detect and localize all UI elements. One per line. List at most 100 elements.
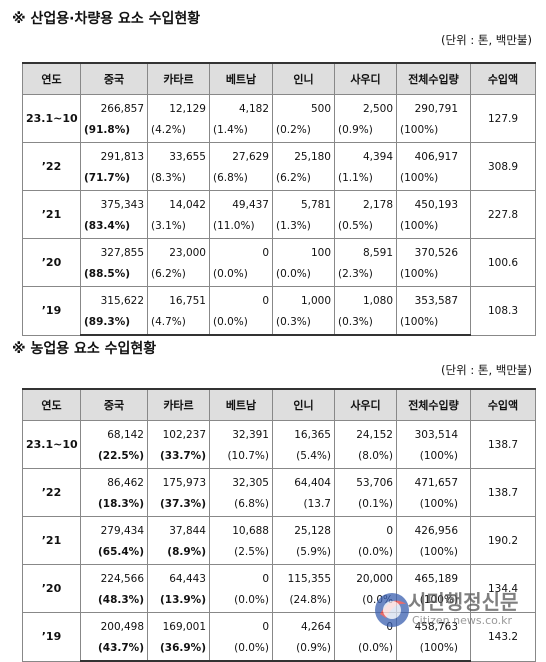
volume-cell: 370,526 [396,238,471,263]
watermark: 시민행정신문 Citizen news.co.kr [372,582,542,638]
share-cell: (36.9%) [147,637,210,662]
volume-cell: 2,178 [334,190,397,215]
volume-cell: 102,237 [147,420,210,445]
volume-cell: 465,189 [396,564,471,589]
volume-cell: 0 [209,564,273,589]
header-cell: 수입액 [470,388,536,421]
volume-cell: 23,000 [147,238,210,263]
volume-cell: 1,000 [272,286,335,311]
share-cell: (13.9%) [147,589,210,613]
volume-cell: 0 [209,286,273,311]
year-cell: 23.1~10 [22,94,81,143]
amount-cell: 100.6 [470,238,536,287]
share-cell: (0.0%) [334,541,397,565]
share-cell: (0.1%) [334,493,397,517]
volume-cell: 64,404 [272,468,335,493]
volume-cell: 14,042 [147,190,210,215]
share-cell: (0.3%) [334,311,397,336]
year-cell: ’19 [22,286,81,336]
share-cell: (24.8%) [272,589,335,613]
year-cell: ’19 [22,612,81,662]
share-cell: (0.0%) [209,637,273,662]
header-cell: 사우디 [334,388,397,421]
share-cell: (5.9%) [272,541,335,565]
volume-cell: 0 [209,612,273,637]
volume-cell: 2,500 [334,94,397,119]
share-cell: (37.3%) [147,493,210,517]
volume-cell: 64,443 [147,564,210,589]
share-cell: (100%) [396,311,471,336]
share-cell: (100%) [396,263,471,287]
share-cell: (71.7%) [80,167,148,191]
share-row: (88.5%) (6.2%) (0.0%) (0.0%) (2.3%) (100%) [23,263,536,287]
share-cell: (100%) [396,589,471,613]
share-cell: (83.4%) [80,215,148,239]
share-cell: (1.4%) [209,119,273,143]
header-cell: 전체수입량 [396,388,471,421]
volume-cell: 24,152 [334,420,397,445]
share-cell: (22.5%) [80,445,148,469]
volume-cell: 200,498 [80,612,148,637]
volume-cell: 353,587 [396,286,471,311]
share-row: (65.4%) (8.9%) (2.5%) (5.9%) (0.0%) (100%) [23,541,536,565]
volume-cell: 33,655 [147,142,210,167]
value-row: ’22 291,813 33,655 27,629 25,180 4,394 406,917… [22,142,536,191]
value-row: 23.1~10 68,142 102,237 32,391 16,365 24,152 30… [22,420,536,469]
amount-cell: 127.9 [470,94,536,143]
share-cell: (6.2%) [272,167,335,191]
section-title: ※ 농업용 요소 수입현황 [12,341,157,357]
share-cell: (0.0%) [334,637,397,662]
watermark-logo [375,593,409,627]
volume-cell: 4,182 [209,94,273,119]
amount-cell: 138.7 [470,420,536,469]
volume-cell: 315,622 [80,286,148,311]
share-cell: (8.3%) [147,167,210,191]
volume-cell: 16,365 [272,420,335,445]
share-cell: (100%) [396,119,471,143]
volume-cell: 224,566 [80,564,148,589]
year-cell: ’21 [22,190,81,239]
value-row: ’21 279,434 37,844 10,688 25,128 0 426,956 190.… [22,516,536,565]
volume-cell: 327,855 [80,238,148,263]
volume-cell: 25,180 [272,142,335,167]
value-row: ’21 375,343 14,042 49,437 5,781 2,178 450,193 2… [22,190,536,239]
share-cell: (2.3%) [334,263,397,287]
header-cell: 중국 [80,62,148,95]
volume-cell: 10,688 [209,516,273,541]
share-cell: (0.3%) [272,311,335,336]
share-cell: (100%) [396,637,471,662]
volume-cell: 471,657 [396,468,471,493]
header-row: 연도 중국 카타르 베트남 인니 사우디 전체수입량 수입액 [22,62,536,95]
share-cell: (0.0%) [209,589,273,613]
share-row: (83.4%) (3.1%) (11.0%) (1.3%) (0.5%) (100%) [23,215,536,239]
unit-note: (단위 : 톤, 백만불) [441,33,532,47]
volume-cell: 290,791 [396,94,471,119]
volume-cell: 291,813 [80,142,148,167]
volume-cell: 100 [272,238,335,263]
header-cell: 연도 [22,388,81,421]
year-cell: ’20 [22,564,81,613]
volume-cell: 406,917 [396,142,471,167]
share-cell: (0.0%) [209,263,273,287]
volume-cell: 16,751 [147,286,210,311]
volume-cell: 25,128 [272,516,335,541]
share-cell: (0.5%) [334,215,397,239]
volume-cell: 37,844 [147,516,210,541]
volume-cell: 27,629 [209,142,273,167]
unit-note: (단위 : 톤, 백만불) [441,363,532,377]
share-cell: (48.3%) [80,589,148,613]
share-cell: (0.0%) [272,263,335,287]
amount-cell: 190.2 [470,516,536,565]
volume-cell: 266,857 [80,94,148,119]
volume-cell: 53,706 [334,468,397,493]
share-row: (71.7%) (8.3%) (6.8%) (6.2%) (1.1%) (100%) [23,167,536,191]
share-cell: (10.7%) [209,445,273,469]
share-cell: (0.0%) [209,311,273,336]
volume-cell: 12,129 [147,94,210,119]
amount-cell: 227.8 [470,190,536,239]
share-cell: (13.7 [272,493,335,517]
volume-cell: 175,973 [147,468,210,493]
header-row: 연도 중국 카타르 베트남 인니 사우디 전체수입량 수입액 [22,388,536,421]
header-cell: 카타르 [147,388,210,421]
share-cell: (1.1%) [334,167,397,191]
